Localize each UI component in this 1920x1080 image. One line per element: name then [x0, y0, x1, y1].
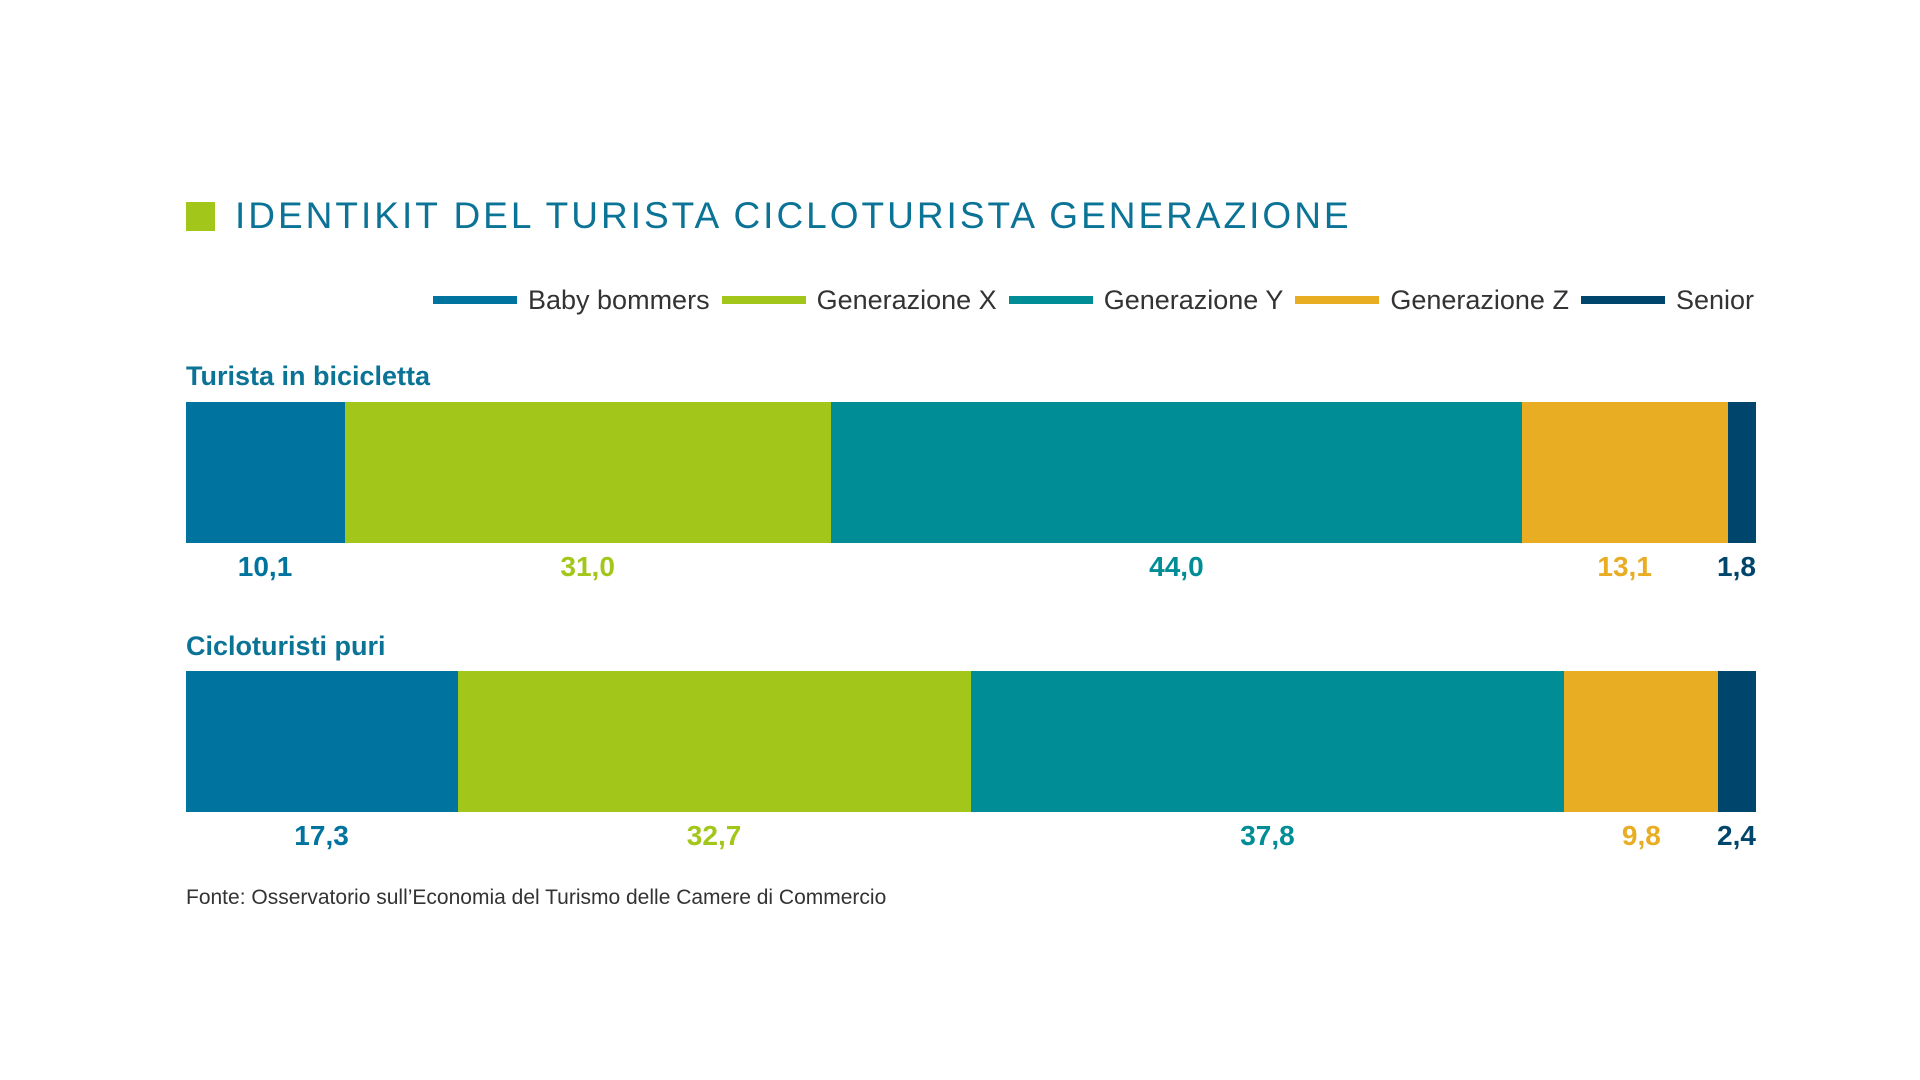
legend-swatch-generazione-y — [1008, 296, 1093, 304]
value-label-senior: 2,4 — [1717, 820, 1756, 851]
legend-label-generazione-z: Generazione Z — [1390, 284, 1569, 315]
stacked-bar-cicloturisti-puri — [186, 671, 1756, 812]
chart-title: IDENTIKIT DEL TURISTA CICLOTURISTA GENER… — [235, 195, 1352, 236]
value-label-generazione-y: 37,8 — [1240, 820, 1295, 851]
legend-swatch-baby-bommers — [433, 296, 517, 304]
legend-item-generazione-x: Generazione X — [721, 284, 997, 316]
legend-label-baby-bommers: Baby bommers — [528, 284, 710, 315]
group-title-turista-in-bicicletta: Turista in bicicletta — [186, 361, 431, 391]
bar-segment-generazione-y — [831, 402, 1523, 543]
source-note: Fonte: Osservatorio sull’Economia del Tu… — [186, 886, 887, 909]
legend-item-baby-bommers: Baby bommers — [433, 285, 710, 316]
bar-segment-senior — [1727, 402, 1756, 543]
stacked-bar-turista-in-bicicletta — [186, 402, 1756, 543]
legend-item-generazione-y: Generazione Y — [1008, 284, 1284, 316]
value-label-baby-bommers: 10,1 — [237, 551, 293, 582]
value-label-generazione-x: 32,7 — [686, 820, 742, 851]
legend-label-senior: Senior — [1675, 284, 1754, 315]
bar-segment-generazione-z — [1564, 671, 1719, 812]
bar-segment-baby-bommers — [186, 671, 458, 812]
legend-swatch-senior — [1580, 296, 1665, 304]
value-label-generazione-z: 9,8 — [1621, 820, 1661, 851]
chart-legend: Baby bommers Generazione X Generazione Y Ge… — [433, 283, 1754, 317]
legend-item-senior: Senior — [1580, 284, 1754, 316]
value-labels-turista-in-bicicletta: 10,1 31,0 44,0 13,1 1,8 — [186, 551, 1756, 585]
bar-segment-generazione-x — [344, 402, 832, 543]
legend-swatch-generazione-z — [1295, 296, 1380, 304]
bar-segment-generazione-z — [1522, 402, 1728, 543]
value-label-generazione-x: 31,0 — [560, 551, 615, 582]
value-labels-cicloturisti-puri: 17,3 32,7 37,8 9,8 2,4 — [186, 820, 1756, 854]
value-label-baby-bommers: 17,3 — [294, 820, 349, 851]
bar-segment-senior — [1718, 671, 1756, 812]
bar-segment-generazione-x — [457, 671, 971, 812]
chart-title-row: IDENTIKIT DEL TURISTA CICLOTURISTA GENER… — [186, 195, 1352, 236]
legend-item-generazione-z: Generazione Z — [1295, 285, 1569, 316]
legend-label-generazione-y: Generazione Y — [1103, 284, 1284, 315]
value-label-generazione-y: 44,0 — [1149, 551, 1204, 582]
title-accent-square — [186, 201, 215, 231]
group-title-cicloturisti-puri: Cicloturisti puri — [186, 631, 386, 661]
bar-segment-baby-bommers — [186, 402, 345, 543]
legend-swatch-generazione-x — [721, 296, 806, 304]
value-label-senior: 1,8 — [1717, 551, 1756, 582]
legend-label-generazione-x: Generazione X — [816, 284, 997, 315]
bar-segment-generazione-y — [970, 671, 1565, 812]
value-label-generazione-z: 13,1 — [1597, 551, 1652, 582]
